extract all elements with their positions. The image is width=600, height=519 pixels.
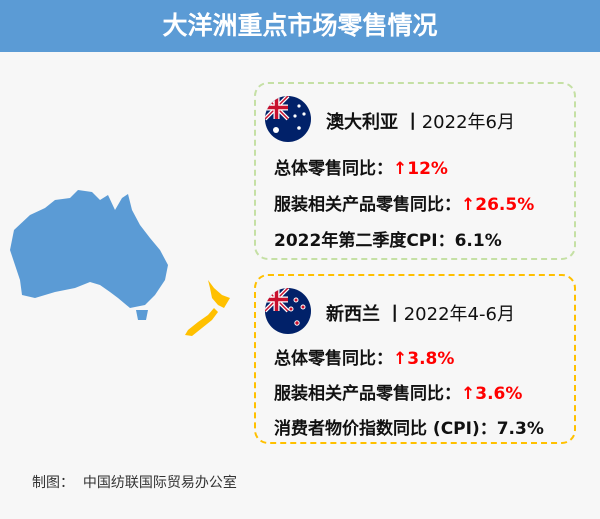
oceania-map <box>10 190 230 336</box>
new-zealand-cpi: 消费者物价指数同比 (CPI)：7.3% <box>274 419 544 439</box>
new-zealand-shape <box>185 280 230 336</box>
new-zealand-total-retail: 总体零售同比：↑3.8% <box>274 349 455 369</box>
new-zealand-card: 新西兰 丨2022年4-6月 总体零售同比：↑3.8% 服装相关产品零售同比：↑… <box>254 274 576 444</box>
new-zealand-heading: 新西兰 丨2022年4-6月 <box>326 304 515 325</box>
tasmania-shape <box>136 310 148 320</box>
australia-card: 澳大利亚 丨2022年6月 总体零售同比：↑12% 服装相关产品零售同比：↑26… <box>254 82 576 260</box>
new-zealand-flag-icon <box>265 288 311 334</box>
australia-apparel-retail: 服装相关产品零售同比：↑26.5% <box>274 195 535 215</box>
australia-shape <box>10 190 168 308</box>
australia-cpi: 2022年第二季度CPI：6.1% <box>274 231 502 251</box>
credit-line: 制图： 中国纺联国际贸易办公室 <box>32 475 237 491</box>
new-zealand-apparel-retail: 服装相关产品零售同比：↑3.6% <box>274 384 523 404</box>
australia-flag-icon <box>265 96 311 142</box>
page-title: 大洋洲重点市场零售情况 <box>0 0 600 52</box>
australia-heading: 澳大利亚 丨2022年6月 <box>326 112 515 133</box>
australia-total-retail: 总体零售同比：↑12% <box>274 159 448 179</box>
